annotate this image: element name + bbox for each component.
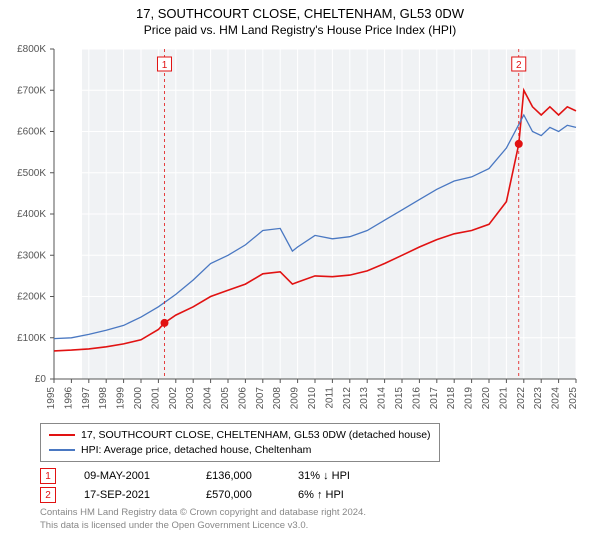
legend-swatch xyxy=(49,434,75,436)
legend-label: 17, SOUTHCOURT CLOSE, CHELTENHAM, GL53 0… xyxy=(81,428,431,443)
svg-text:2001: 2001 xyxy=(150,387,161,410)
svg-text:£200K: £200K xyxy=(17,292,46,303)
transaction-marker-icon: 1 xyxy=(40,468,56,484)
svg-text:1999: 1999 xyxy=(116,387,127,410)
svg-text:2025: 2025 xyxy=(568,387,579,410)
transaction-price: £136,000 xyxy=(206,470,276,482)
svg-text:2015: 2015 xyxy=(394,387,405,410)
svg-text:2012: 2012 xyxy=(342,387,353,410)
svg-text:£500K: £500K xyxy=(17,168,46,179)
svg-text:2019: 2019 xyxy=(464,387,475,410)
svg-text:2014: 2014 xyxy=(377,387,388,410)
svg-text:£700K: £700K xyxy=(17,85,46,96)
svg-text:£300K: £300K xyxy=(17,250,46,261)
transaction-date: 09-MAY-2001 xyxy=(84,470,184,482)
legend-row: HPI: Average price, detached house, Chel… xyxy=(49,443,431,458)
svg-text:2003: 2003 xyxy=(185,387,196,410)
chart-svg: £0£100K£200K£300K£400K£500K£600K£700K£80… xyxy=(50,45,580,415)
svg-text:2024: 2024 xyxy=(551,387,562,410)
svg-text:2017: 2017 xyxy=(429,387,440,410)
svg-text:2000: 2000 xyxy=(133,387,144,410)
chart-area: £0£100K£200K£300K£400K£500K£600K£700K£80… xyxy=(50,45,580,415)
svg-text:2006: 2006 xyxy=(237,387,248,410)
svg-text:2004: 2004 xyxy=(203,387,214,410)
svg-text:£0: £0 xyxy=(35,374,47,385)
svg-text:2002: 2002 xyxy=(168,387,179,410)
svg-text:1996: 1996 xyxy=(63,387,74,410)
svg-text:2022: 2022 xyxy=(516,387,527,410)
svg-text:1998: 1998 xyxy=(98,387,109,410)
legend-swatch xyxy=(49,449,75,451)
svg-text:2007: 2007 xyxy=(255,387,266,410)
svg-text:1995: 1995 xyxy=(46,387,57,410)
svg-text:2018: 2018 xyxy=(446,387,457,410)
transaction-delta: 6% ↑ HPI xyxy=(298,489,388,501)
svg-text:2016: 2016 xyxy=(411,387,422,410)
svg-text:1997: 1997 xyxy=(81,387,92,410)
svg-text:£100K: £100K xyxy=(17,333,46,344)
svg-text:2023: 2023 xyxy=(533,387,544,410)
transaction-row: 2 17-SEP-2021 £570,000 6% ↑ HPI xyxy=(40,487,590,503)
svg-text:2010: 2010 xyxy=(307,387,318,410)
svg-text:2: 2 xyxy=(516,60,522,71)
svg-text:2021: 2021 xyxy=(498,387,509,410)
svg-text:2009: 2009 xyxy=(290,387,301,410)
svg-text:2008: 2008 xyxy=(272,387,283,410)
svg-text:2011: 2011 xyxy=(324,387,335,409)
transaction-table: 1 09-MAY-2001 £136,000 31% ↓ HPI 2 17-SE… xyxy=(40,468,590,503)
legend-row: 17, SOUTHCOURT CLOSE, CHELTENHAM, GL53 0… xyxy=(49,428,431,443)
svg-text:£400K: £400K xyxy=(17,209,46,220)
chart-title: 17, SOUTHCOURT CLOSE, CHELTENHAM, GL53 0… xyxy=(0,6,600,21)
svg-text:2020: 2020 xyxy=(481,387,492,410)
transaction-row: 1 09-MAY-2001 £136,000 31% ↓ HPI xyxy=(40,468,590,484)
transaction-price: £570,000 xyxy=(206,489,276,501)
transaction-date: 17-SEP-2021 xyxy=(84,489,184,501)
svg-text:£600K: £600K xyxy=(17,127,46,138)
svg-text:2013: 2013 xyxy=(359,387,370,410)
legend-box: 17, SOUTHCOURT CLOSE, CHELTENHAM, GL53 0… xyxy=(40,423,440,462)
svg-text:1: 1 xyxy=(162,60,168,71)
transaction-marker-icon: 2 xyxy=(40,487,56,503)
footnote: Contains HM Land Registry data © Crown c… xyxy=(40,507,590,532)
chart-subtitle: Price paid vs. HM Land Registry's House … xyxy=(0,23,600,37)
legend-label: HPI: Average price, detached house, Chel… xyxy=(81,443,311,458)
svg-text:£800K: £800K xyxy=(17,44,46,55)
svg-text:2005: 2005 xyxy=(220,387,231,410)
transaction-delta: 31% ↓ HPI xyxy=(298,470,388,482)
